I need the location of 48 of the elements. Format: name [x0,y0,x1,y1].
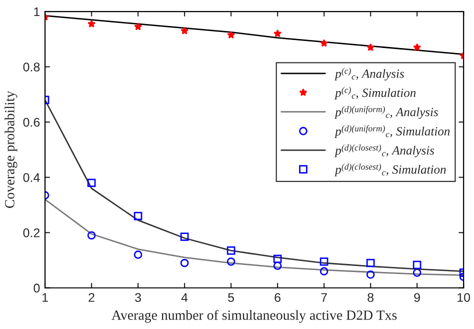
point [134,22,142,30]
point [273,262,282,270]
y-tick-label: 0 [34,284,40,293]
x-tick-label: 9 [414,293,420,302]
legend-label: p$^{(c)}$$_{c}$, Simulation [334,86,416,100]
x-tick-label: 1 [42,293,48,302]
x-tick-label: 7 [321,293,327,302]
y-tick-label: 0.2 [23,228,40,238]
y-tick-label: 0.8 [23,62,40,72]
point [226,246,236,255]
legend-label: p$^{(d)(uniform)}$$_{c}$, Simulation [334,125,450,138]
y-tick-label: 0.4 [23,173,40,182]
point [180,26,189,34]
x-tick-label: 6 [274,293,280,302]
point [87,231,96,240]
point [180,258,189,268]
point [88,20,96,28]
legend-label: p$^{(d)(uniform)}$$_{c}$, Analysis [334,106,438,119]
point [134,212,142,220]
point [180,232,189,241]
legend-label: p$^{(d)(closest)}$$_{c}$, Analysis [334,144,434,158]
point [366,270,375,279]
point [273,254,282,264]
point [134,250,142,259]
x-tick-label: 10 [458,293,470,302]
point [413,43,422,51]
point [87,178,96,188]
x-tick-label: 3 [135,293,141,302]
x-tick-label: 4 [181,293,188,302]
legend-label: p$^{(d)(closest)}$$_{c}$, Simulation [334,164,446,176]
point [320,39,328,47]
point [366,258,375,268]
x-tick-label: 5 [228,293,234,302]
point [227,30,236,39]
legend-label: p$^{(c)}$$_{c}$, Analysis [334,68,404,80]
point [226,257,236,266]
x-axis-title: Average number of simultaneously active D2D Txs [112,310,397,323]
point [412,268,422,277]
x-tick-label: 2 [88,293,94,302]
point [366,43,375,51]
point [320,267,328,276]
y-axis-title: Coverage probability [4,90,18,208]
point [320,257,328,266]
x-tick-label: 8 [368,293,374,302]
y-tick-label: 0.6 [23,118,40,127]
point [412,260,422,270]
y-tick-label: 1 [34,7,40,16]
point [274,29,282,38]
